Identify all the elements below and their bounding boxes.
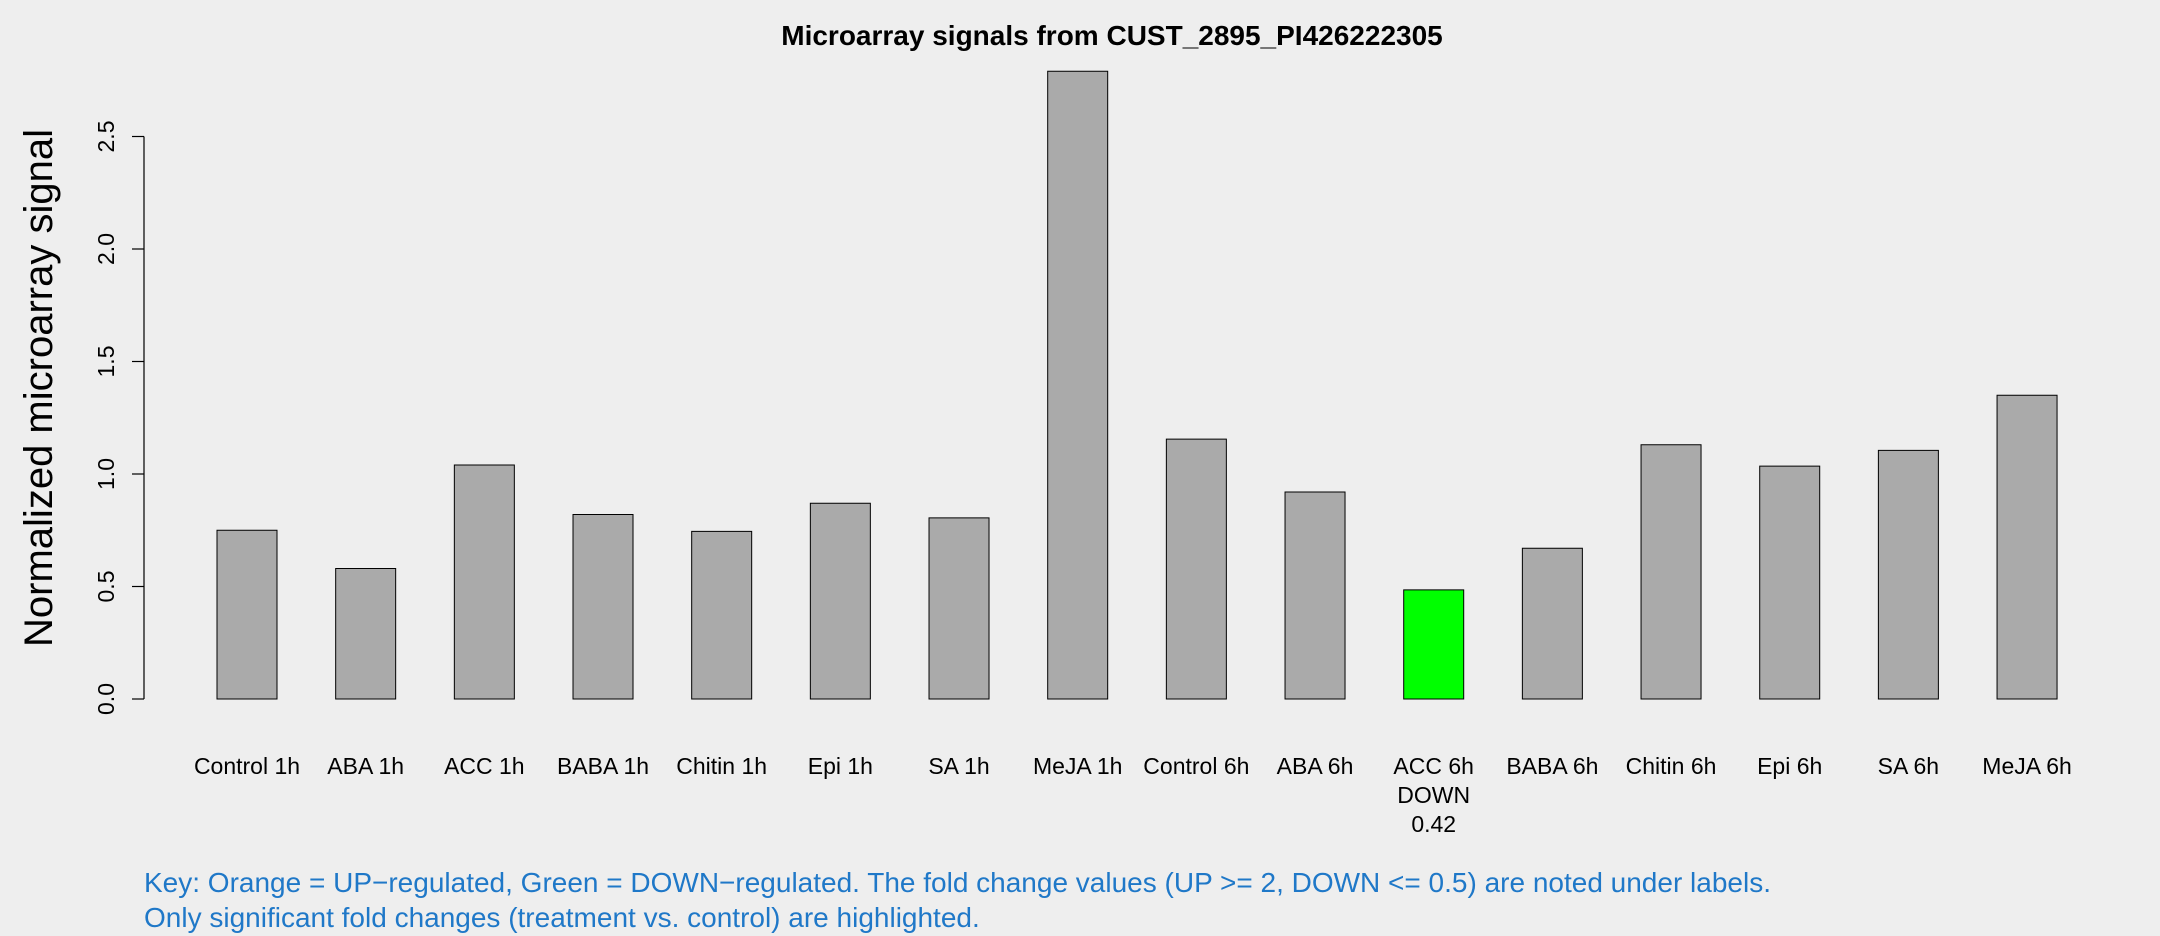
y-axis: 0.0 0.5 1.0 1.5 2.0 2.5 (93, 121, 145, 715)
key-line-2: Only significant fold changes (treatment… (144, 902, 980, 933)
bars (216, 70, 2058, 700)
y-tick-label: 1.0 (93, 458, 119, 490)
x-tick-label: Control 6h (1143, 753, 1249, 779)
bar (1640, 444, 1702, 700)
bar (691, 530, 753, 700)
bar (809, 502, 871, 700)
x-tick-label: BABA 1h (557, 753, 649, 779)
bar (1165, 438, 1227, 700)
bar (572, 514, 634, 700)
y-tick-label: 0.5 (93, 571, 119, 603)
x-tick-label: ACC 1h (444, 753, 525, 779)
y-tick-label: 0.0 (93, 683, 119, 715)
x-tick-label: MeJA 1h (1033, 753, 1123, 779)
x-tick-label: Epi 1h (808, 753, 873, 779)
bar (1403, 589, 1465, 700)
y-axis-label: Normalized microarray signal (17, 129, 61, 647)
y-tick-label: 1.5 (93, 346, 119, 378)
chart-title: Microarray signals from CUST_2895_PI4262… (781, 20, 1443, 51)
bar (453, 464, 515, 700)
y-tick-label: 2.0 (93, 233, 119, 265)
bar (1521, 547, 1583, 700)
bar-annotation: DOWN (1397, 782, 1470, 808)
key-line-1: Key: Orange = UP−regulated, Green = DOWN… (144, 867, 1771, 898)
bar (216, 529, 278, 700)
bar (928, 517, 990, 700)
x-tick-label: ABA 1h (327, 753, 404, 779)
bar (1047, 70, 1109, 700)
x-tick-label: Epi 6h (1757, 753, 1822, 779)
x-tick-label: Chitin 6h (1626, 753, 1717, 779)
bar (1284, 491, 1346, 700)
y-tick-label: 2.5 (93, 121, 119, 153)
bar-annotation: 0.42 (1411, 811, 1456, 837)
x-tick-label: SA 1h (928, 753, 989, 779)
x-tick-label: Chitin 1h (676, 753, 767, 779)
x-tick-label: SA 6h (1878, 753, 1939, 779)
bar (1759, 465, 1821, 700)
x-tick-label: MeJA 6h (1982, 753, 2072, 779)
bar (1877, 449, 1939, 700)
x-tick-label: ABA 6h (1277, 753, 1354, 779)
bar (1996, 394, 2058, 700)
x-tick-label: Control 1h (194, 753, 300, 779)
x-tick-label: BABA 6h (1506, 753, 1598, 779)
x-axis-labels: Control 1h ABA 1h ACC 1h BABA 1h Chitin 1h Ep… (194, 753, 2072, 837)
x-tick-label: ACC 6h (1393, 753, 1474, 779)
bar (335, 568, 397, 700)
